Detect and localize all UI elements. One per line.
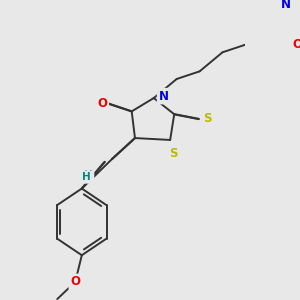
Text: N: N: [281, 0, 291, 11]
Text: O: O: [293, 38, 300, 51]
Text: O: O: [70, 275, 80, 288]
Text: H: H: [84, 170, 93, 180]
Text: N: N: [159, 90, 169, 103]
Text: H: H: [82, 172, 91, 182]
Text: S: S: [169, 147, 178, 160]
Text: O: O: [97, 97, 107, 110]
Text: S: S: [203, 112, 211, 125]
